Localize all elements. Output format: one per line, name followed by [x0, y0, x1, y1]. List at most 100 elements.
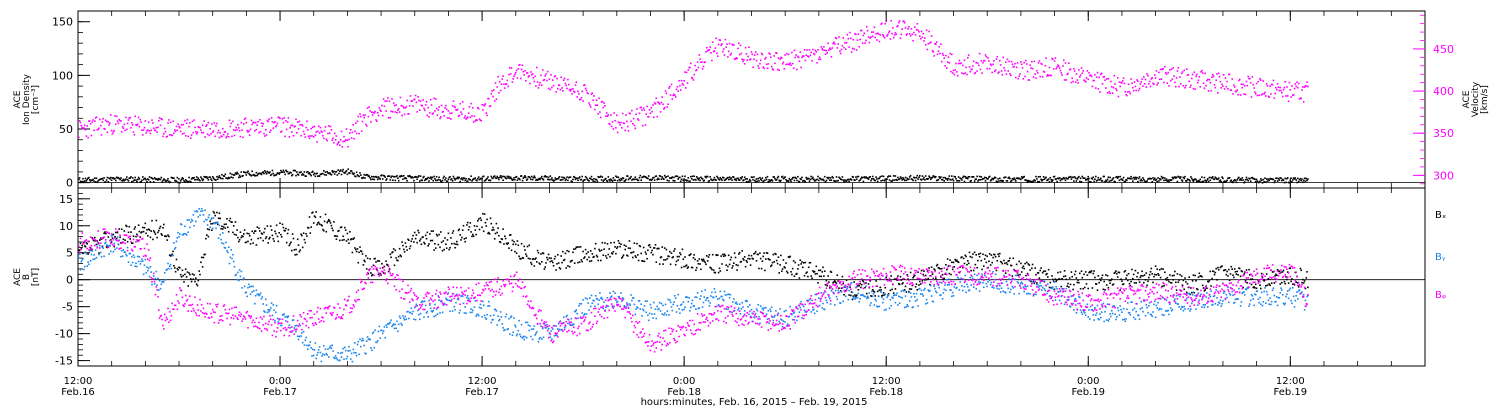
bx-series-point — [981, 260, 983, 262]
bx-series-point — [1149, 274, 1151, 276]
bx-series-point — [730, 259, 732, 261]
density-series-point — [141, 180, 143, 182]
velocity-series-point — [399, 111, 401, 113]
bx-series-point — [1288, 282, 1290, 284]
bx-series-point — [337, 236, 339, 238]
velocity-series-point — [445, 105, 447, 107]
bx-series-point — [1075, 271, 1077, 273]
velocity-series-point — [443, 111, 445, 113]
velocity-series-point — [796, 69, 798, 71]
density-series-point — [420, 175, 422, 177]
velocity-series-point — [214, 136, 216, 138]
density-series-point — [418, 175, 420, 177]
bx-series-point — [258, 228, 260, 230]
bx-series-point — [643, 247, 645, 249]
density-series-point — [869, 176, 871, 178]
velocity-series-point — [414, 99, 416, 101]
bx-series-point — [671, 252, 673, 254]
density-series-point — [832, 177, 834, 179]
velocity-series-point — [1141, 78, 1143, 80]
velocity-series-point — [461, 113, 463, 115]
density-series-point — [1142, 177, 1144, 179]
velocity-series-point — [161, 119, 163, 121]
by-series-point — [462, 296, 464, 298]
by-series-point — [150, 271, 152, 273]
density-series-point — [932, 177, 934, 179]
velocity-series-point — [1132, 87, 1134, 89]
density-series-point — [1306, 178, 1308, 180]
velocity-series-point — [272, 121, 274, 123]
bx-series-point — [212, 223, 214, 225]
by-series-point — [489, 305, 491, 307]
velocity-series-point — [1301, 89, 1303, 91]
velocity-series-point — [1123, 77, 1125, 79]
density-series-point — [1212, 176, 1214, 178]
by-series-point — [262, 296, 264, 298]
bx-series-point — [255, 230, 257, 232]
bx-series-point — [656, 261, 658, 263]
bx-series-point — [781, 270, 783, 272]
bx-series-point — [233, 225, 235, 227]
bx-series-point — [759, 252, 761, 254]
velocity-series-point — [689, 67, 691, 69]
density-series-point — [79, 177, 81, 179]
velocity-series-point — [81, 125, 83, 127]
density-series-point — [824, 176, 826, 178]
velocity-series-point — [1170, 80, 1172, 82]
velocity-series-point — [862, 42, 864, 44]
density-series-point — [1081, 181, 1083, 183]
bx-series-point — [763, 252, 765, 254]
velocity-series-point — [250, 129, 252, 131]
density-series-point — [943, 180, 945, 182]
by-series-point — [169, 265, 171, 267]
bx-series-point — [852, 299, 854, 301]
density-series-point — [234, 174, 236, 176]
bx-series-point — [1087, 274, 1089, 276]
velocity-series-point — [624, 123, 626, 125]
bx-series-point — [692, 267, 694, 269]
by-series-point — [318, 349, 320, 351]
density-series-point — [1070, 176, 1072, 178]
bx-series-point — [99, 239, 101, 241]
velocity-series-point — [274, 121, 276, 123]
bx-series-point — [114, 236, 116, 238]
bx-series-point — [696, 267, 698, 269]
density-series-point — [661, 176, 663, 178]
velocity-series-point — [1250, 82, 1252, 84]
bx-series-point — [235, 234, 237, 236]
by-series-point — [94, 258, 96, 260]
by-series-point — [222, 232, 224, 234]
by-series-point — [170, 264, 172, 266]
bx-series-point — [600, 260, 602, 262]
velocity-series-point — [634, 125, 636, 127]
velocity-series-point — [892, 27, 894, 29]
velocity-series-point — [956, 71, 958, 73]
velocity-series-point — [478, 108, 480, 110]
bx-series-point — [295, 249, 297, 251]
by-series-point — [273, 309, 275, 311]
velocity-series-point — [938, 46, 940, 48]
velocity-series-point — [848, 46, 850, 48]
bx-series-point — [598, 249, 600, 251]
by-series-point — [429, 304, 431, 306]
density-series-point — [693, 175, 695, 177]
by-series-point — [487, 305, 489, 307]
by-series-point — [369, 339, 371, 341]
density-series-point — [1268, 180, 1270, 182]
by-series-point — [377, 340, 379, 342]
velocity-series-point — [915, 34, 917, 36]
velocity-series-point — [1045, 57, 1047, 59]
bx-series-point — [561, 262, 563, 264]
velocity-series-point — [861, 30, 863, 32]
velocity-series-point — [1162, 68, 1164, 70]
by-series-point — [235, 274, 237, 276]
density-series-point — [1266, 178, 1268, 180]
bx-series-point — [130, 231, 132, 233]
by-series-point — [255, 295, 257, 297]
velocity-series-point — [159, 117, 161, 119]
velocity-series-point — [903, 20, 905, 22]
bx-series-point — [176, 259, 178, 261]
density-tick-label: 50 — [59, 123, 73, 136]
velocity-series-point — [347, 140, 349, 142]
density-series-point — [1054, 176, 1056, 178]
